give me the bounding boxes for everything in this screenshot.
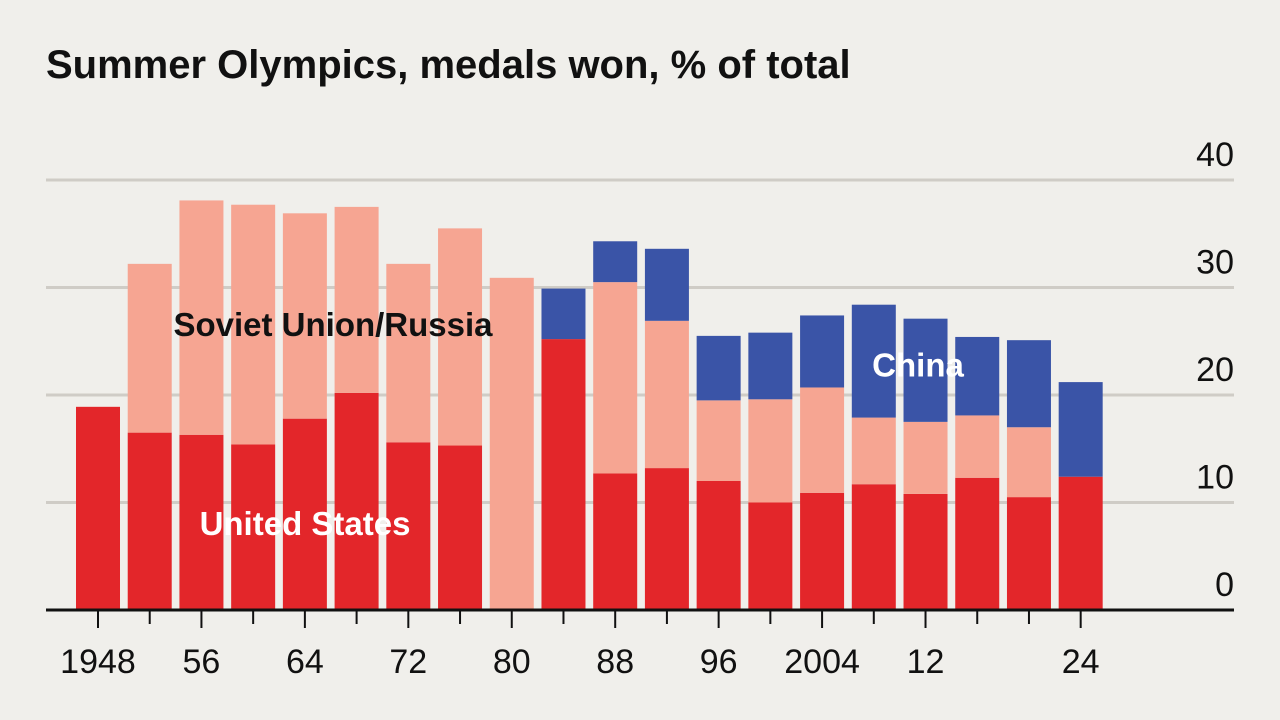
bar-segment — [386, 263, 431, 443]
x-tick-label: 2004 — [784, 643, 860, 681]
x-tick-label: 12 — [907, 643, 945, 681]
bars-group — [76, 200, 1103, 610]
bar-segment — [127, 432, 172, 610]
y-tick-label: 0 — [1215, 566, 1234, 604]
series-labels: United States Soviet Union/Russia China — [173, 306, 964, 542]
bar-segment — [644, 248, 689, 321]
bar-segment — [800, 492, 845, 610]
bar-segment — [748, 502, 793, 610]
bar-segment — [800, 387, 845, 493]
axes: 0 10 20 30 40 1948 56 64 72 80 88 96 2004 12 24 — [46, 136, 1234, 681]
bar-segment — [593, 241, 638, 283]
series-label: Soviet Union/Russia — [173, 306, 493, 343]
bar-segment — [438, 228, 483, 446]
bar-segment — [903, 421, 948, 494]
bar-segment — [231, 444, 276, 610]
bar-segment — [334, 206, 379, 393]
bar-segment — [748, 399, 793, 503]
y-tick-label: 10 — [1196, 459, 1234, 497]
x-tick-label: 88 — [596, 643, 634, 681]
bar-segment — [438, 445, 483, 610]
series-label: China — [872, 347, 964, 384]
bar-segment — [1006, 340, 1051, 428]
bar-segment — [282, 213, 327, 419]
bar-segment — [593, 473, 638, 610]
bar-segment — [903, 493, 948, 610]
bar-segment — [644, 320, 689, 469]
y-tick-label: 40 — [1196, 136, 1234, 174]
bar-segment — [851, 484, 896, 610]
y-tick-label: 20 — [1196, 351, 1234, 389]
x-tick-label: 56 — [183, 643, 221, 681]
bar-segment — [644, 468, 689, 610]
x-tick-label: 96 — [700, 643, 738, 681]
bar-segment — [1058, 476, 1103, 610]
chart-title: Summer Olympics, medals won, % of total — [46, 43, 851, 87]
bar-segment — [127, 263, 172, 433]
series-label: United States — [200, 505, 411, 542]
bar-segment — [541, 288, 586, 340]
bar-segment — [541, 339, 586, 610]
bar-segment — [955, 415, 1000, 478]
bar-segment — [955, 336, 1000, 416]
bar-segment — [748, 332, 793, 400]
bar-segment — [903, 318, 948, 422]
bar-segment — [231, 204, 276, 445]
x-tick-label: 1948 — [60, 643, 136, 681]
bar-segment — [696, 335, 741, 401]
x-tick-label: 24 — [1062, 643, 1100, 681]
x-tick-label: 72 — [389, 643, 427, 681]
bar-segment — [334, 392, 379, 610]
bar-segment — [851, 417, 896, 485]
y-tick-label: 30 — [1196, 244, 1234, 282]
bar-segment — [179, 200, 224, 435]
bar-segment — [489, 277, 534, 610]
bar-segment — [800, 315, 845, 388]
bar-segment — [955, 477, 1000, 610]
x-tick-label: 80 — [493, 643, 531, 681]
bar-segment — [76, 406, 120, 610]
bar-segment — [1006, 427, 1051, 498]
bar-segment — [282, 418, 327, 610]
bar-segment — [179, 434, 224, 610]
bar-segment — [696, 400, 741, 481]
bar-segment — [593, 282, 638, 474]
bar-segment — [386, 442, 431, 610]
x-tick-label: 64 — [286, 643, 324, 681]
bar-segment — [1006, 497, 1051, 610]
bar-segment — [1058, 382, 1103, 477]
bar-segment — [851, 304, 896, 418]
bar-segment — [696, 481, 741, 610]
